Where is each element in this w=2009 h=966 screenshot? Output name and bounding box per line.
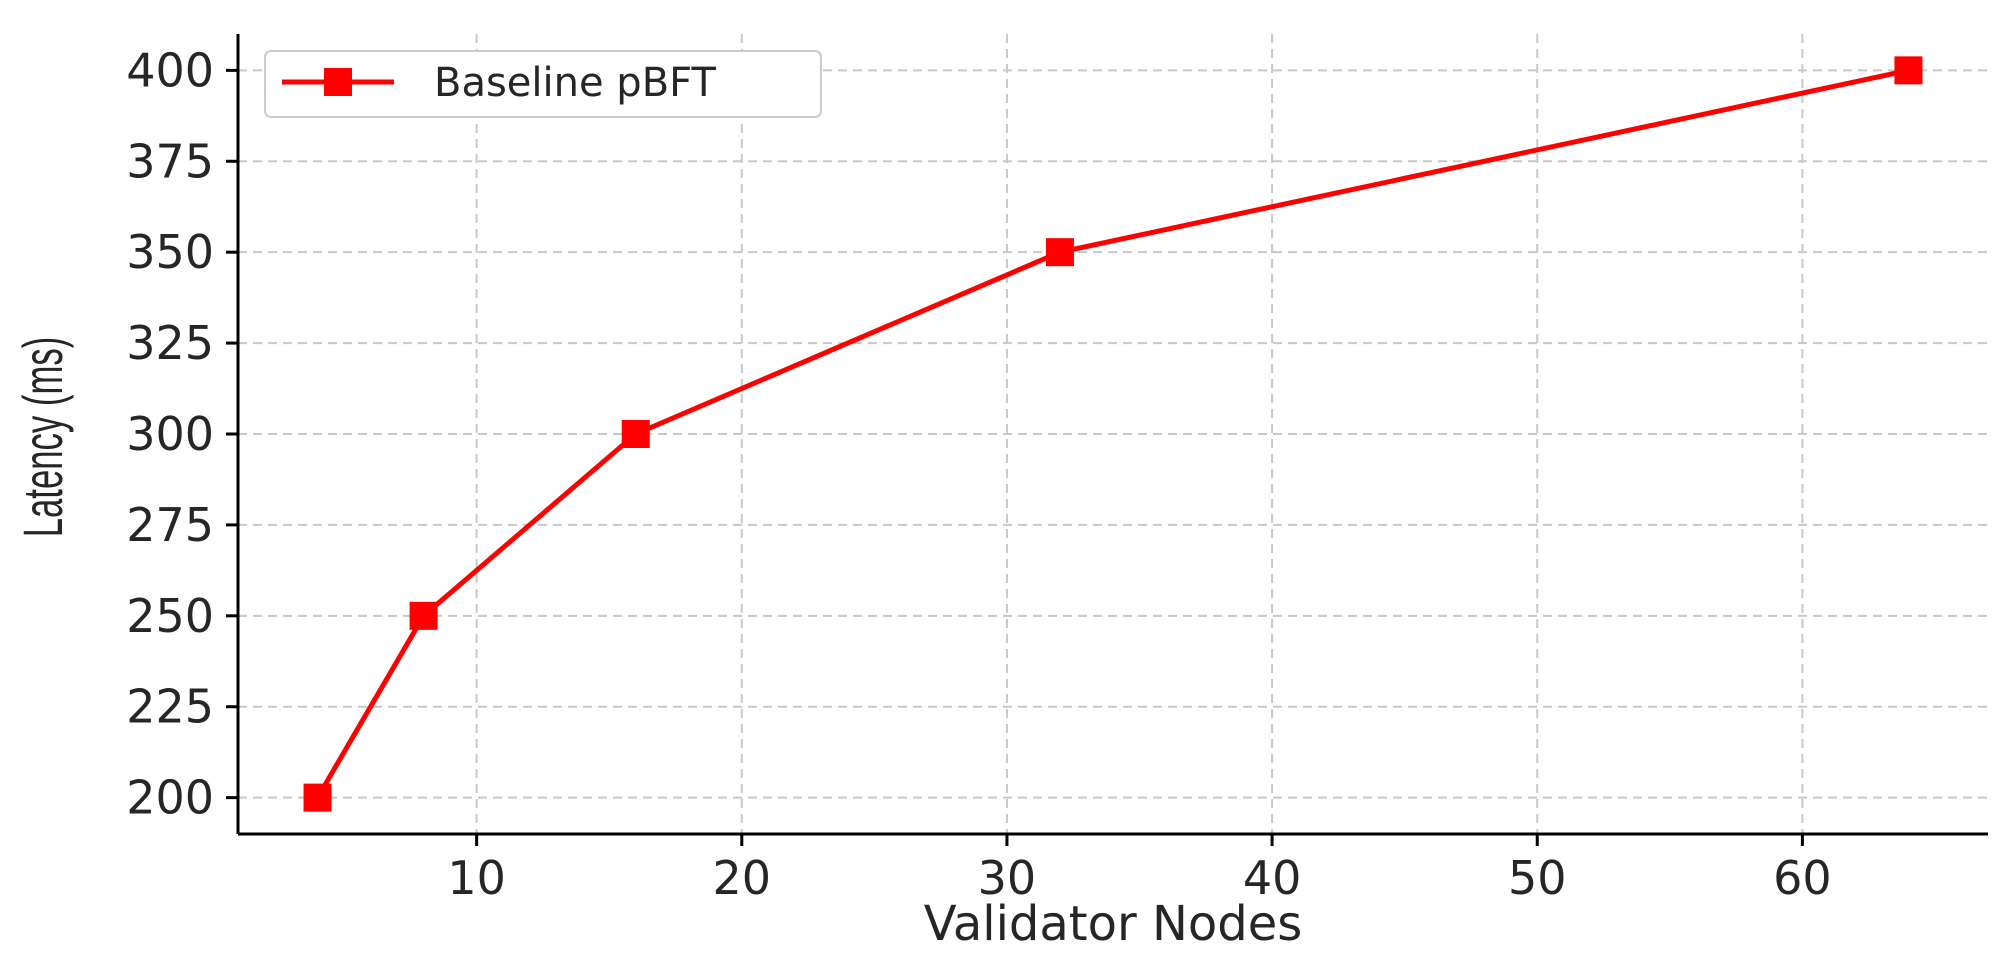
y-tick-label: 350 <box>126 225 214 279</box>
x-tick-label: 20 <box>713 851 772 905</box>
y-tick-label: 250 <box>126 589 214 643</box>
x-tick-label: 10 <box>447 851 506 905</box>
data-point-marker <box>621 420 650 448</box>
x-tick-label: 30 <box>978 851 1037 905</box>
y-tick-label: 375 <box>126 134 214 188</box>
y-tick-label: 400 <box>126 43 214 97</box>
x-ticks: 10 20 30 40 50 60 <box>447 834 1832 905</box>
legend: Baseline pBFT <box>264 50 822 118</box>
data-point-marker <box>1894 56 1923 85</box>
x-axis-title: Validator Nodes <box>924 896 1303 952</box>
legend-box <box>264 50 822 118</box>
x-tick-label: 40 <box>1243 851 1302 905</box>
y-tick-label: 225 <box>126 680 214 734</box>
data-point-marker <box>409 601 438 630</box>
y-tick-label: 325 <box>126 316 214 370</box>
y-ticks: 200 225 250 275 300 325 350 375 400 <box>126 43 238 825</box>
y-tick-label: 200 <box>126 771 214 825</box>
x-tick-label: 60 <box>1773 851 1832 905</box>
legend-marker-swatch <box>324 68 352 96</box>
data-point-marker <box>303 783 332 812</box>
grid-lines <box>238 34 1988 834</box>
x-tick-label: 50 <box>1508 851 1567 905</box>
data-point-marker <box>1045 238 1074 267</box>
y-tick-label: 275 <box>126 498 214 552</box>
y-axis-title: Latency (ms) <box>12 337 75 538</box>
series <box>303 56 1923 812</box>
y-tick-label: 300 <box>126 407 214 461</box>
legend-label: Baseline pBFT <box>434 60 716 106</box>
